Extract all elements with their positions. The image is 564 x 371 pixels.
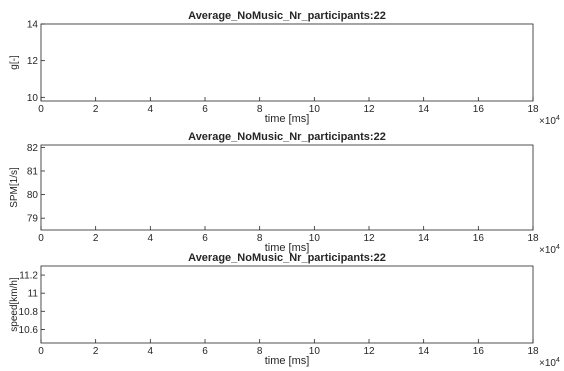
x-tick-label: 14 <box>418 233 430 244</box>
y-axis-label: g[-] <box>9 55 20 70</box>
x-tick-label: 6 <box>202 104 208 115</box>
x-tick-label: 2 <box>93 104 99 115</box>
x-tick-label: 4 <box>148 104 154 115</box>
x-axis-label: time [ms] <box>265 355 310 367</box>
x-tick-label: 12 <box>363 104 375 115</box>
y-tick-label: 82 <box>27 143 39 154</box>
x-multiplier-label: ×104 <box>539 357 560 369</box>
x-multiplier-label: ×104 <box>539 115 560 127</box>
x-tick-label: 2 <box>93 233 99 244</box>
x-multiplier-exponent: 4 <box>556 115 560 122</box>
spm-panel: 0 2 4 6 8 10 12 14 16 18 79 80 81 82 Average_NoMusic_N… <box>9 131 560 256</box>
x-tick-label: 8 <box>257 233 263 244</box>
x-tick-label: 14 <box>418 104 430 115</box>
x-tick-label: 2 <box>93 346 99 357</box>
x-tick-label: 16 <box>473 233 485 244</box>
y-tick-label: 80 <box>27 190 39 201</box>
y-tick-label: 11.2 <box>19 271 38 282</box>
x-tick-label: 0 <box>38 346 44 357</box>
x-multiplier-exponent: 4 <box>556 244 560 251</box>
x-tick-label: 4 <box>148 346 154 357</box>
x-multiplier-label: ×104 <box>539 244 560 256</box>
x-tick-label: 10 <box>309 233 321 244</box>
axes-frame <box>40 144 534 231</box>
y-axis-label: SPM[1/s] <box>9 167 20 208</box>
chart-title: Average_NoMusic_Nr_participants:22 <box>188 252 386 264</box>
y-tick-label: 10 <box>27 93 39 104</box>
x-tick-label: 8 <box>257 346 263 357</box>
speed-panel: 0 2 4 6 8 10 12 14 16 18 10.6 10.8 11 11.2 Average_NoM… <box>9 252 560 369</box>
x-tick-label: 0 <box>38 104 44 115</box>
x-tick-label: 0 <box>38 233 44 244</box>
x-tick-label: 6 <box>202 233 208 244</box>
x-tick-label: 10 <box>309 104 321 115</box>
y-tick-label: 81 <box>27 166 39 177</box>
g-panel: 0 2 4 6 8 10 12 14 16 18 10 12 14 Average_NoMusic_Nr_… <box>9 10 560 127</box>
y-tick-label: 12 <box>27 56 39 67</box>
x-tick-label: 12 <box>363 346 375 357</box>
y-tick-label: 10.8 <box>19 307 39 318</box>
axes-frame <box>40 23 534 102</box>
x-tick-label: 18 <box>527 346 539 357</box>
x-axis-label: time [ms] <box>265 242 310 254</box>
axes-frame <box>40 265 534 344</box>
x-axis-label: time [ms] <box>265 113 310 125</box>
x-tick-label: 18 <box>527 233 539 244</box>
x-tick-label: 4 <box>148 233 154 244</box>
x-tick-label: 16 <box>473 346 485 357</box>
y-tick-label: 14 <box>27 20 39 31</box>
chart-title: Average_NoMusic_Nr_participants:22 <box>188 10 386 22</box>
x-tick-label: 14 <box>418 346 430 357</box>
x-tick-label: 16 <box>473 104 485 115</box>
y-axis-label: speed[km/h] <box>9 277 20 332</box>
y-tick-label: 11 <box>28 289 39 300</box>
x-tick-label: 6 <box>202 346 208 357</box>
x-tick-label: 18 <box>527 104 539 115</box>
x-tick-label: 12 <box>363 233 375 244</box>
x-tick-label: 8 <box>257 104 263 115</box>
chart-title: Average_NoMusic_Nr_participants:22 <box>188 131 386 143</box>
x-tick-label: 10 <box>309 346 321 357</box>
y-tick-label: 10.6 <box>19 325 39 336</box>
x-multiplier-exponent: 4 <box>556 357 560 364</box>
y-tick-label: 79 <box>27 214 39 225</box>
